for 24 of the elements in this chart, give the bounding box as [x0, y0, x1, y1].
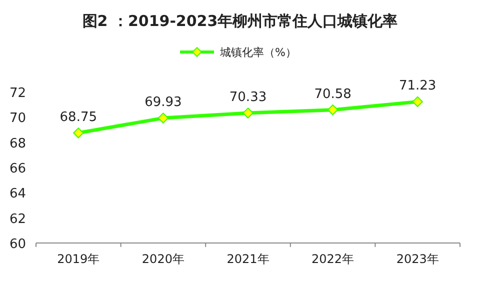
- data-label: 68.75: [60, 110, 98, 125]
- x-tick-label: 2023年: [396, 252, 439, 266]
- y-tick-label: 64: [9, 186, 26, 202]
- legend-label: 城镇化率（%）: [219, 46, 296, 59]
- x-tick-label: 2019年: [57, 252, 100, 266]
- point: [412, 96, 423, 108]
- point: [158, 112, 169, 124]
- y-tick-label: 66: [9, 162, 26, 176]
- point: [73, 128, 84, 138]
- data-label: 69.93: [144, 95, 182, 110]
- y-tick-label: 72: [9, 86, 26, 101]
- y-tick-label: 62: [9, 212, 26, 227]
- x-tick-label: 2020年: [142, 252, 184, 266]
- data-label: 70.58: [314, 86, 352, 102]
- y-tick-label: 60: [9, 237, 26, 252]
- point: [327, 104, 338, 116]
- data-label: 71.23: [398, 78, 436, 94]
- point: [242, 108, 254, 118]
- x-tick-label: 2022年: [312, 252, 354, 266]
- y-tick-label: 70: [9, 111, 26, 126]
- y-tick-label: 68: [9, 136, 26, 152]
- data-label: 70.33: [229, 90, 267, 106]
- chart-title: 图2 ：2019-2023年柳州市常住人口城镇化率: [82, 12, 398, 30]
- x-tick-label: 2021年: [226, 252, 270, 266]
